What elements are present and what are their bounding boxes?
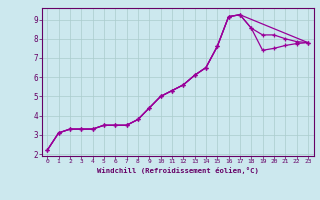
X-axis label: Windchill (Refroidissement éolien,°C): Windchill (Refroidissement éolien,°C) xyxy=(97,167,259,174)
